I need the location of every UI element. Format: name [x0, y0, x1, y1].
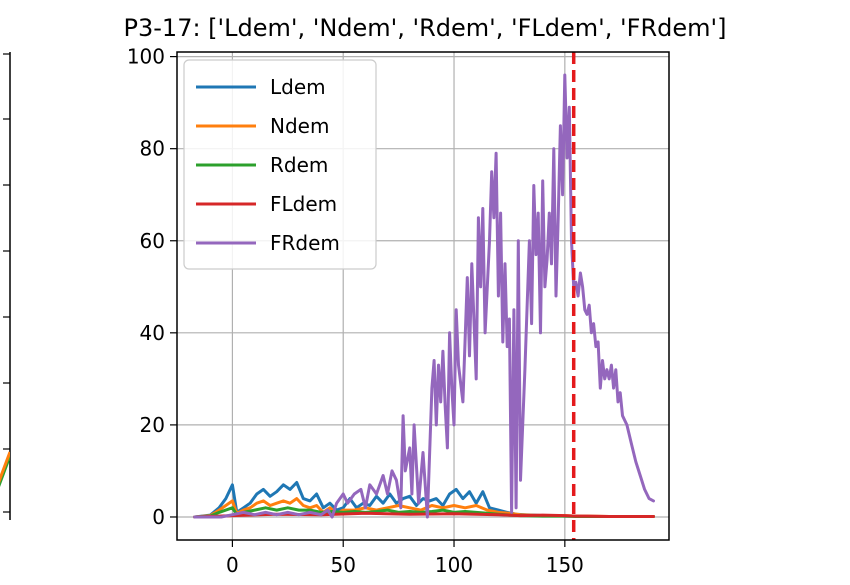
- x-tick-label: 50: [330, 553, 355, 577]
- plot-frame: [176, 51, 670, 541]
- y-tick-label: 20: [140, 413, 165, 437]
- axis-ticks: 0 50 100 150 0 20 40 60 80 100: [127, 45, 584, 577]
- chart-title: P3-17: ['Ldem', 'Ndem', 'Rdem', 'FLdem',…: [124, 14, 727, 42]
- main-chart-panel: 0 50 100 150 0 20 40 60 80 100 Ldem Ndem Rdem FLdem F…: [124, 14, 727, 577]
- legend-label: FLdem: [270, 192, 337, 216]
- left-panel-series: [0, 451, 10, 487]
- x-tick-label: 0: [226, 553, 239, 577]
- legend-label: Rdem: [270, 153, 328, 177]
- legend-label: Ndem: [270, 114, 329, 138]
- y-tick-label: 40: [140, 321, 165, 345]
- left-series-line: [0, 451, 10, 483]
- legend: Ldem Ndem Rdem FLdem FRdem: [183, 59, 377, 270]
- y-tick-label: 100: [127, 45, 165, 69]
- x-tick-label: 100: [435, 553, 473, 577]
- series-line-frdem: [193, 73, 655, 519]
- legend-label: FRdem: [270, 231, 340, 255]
- legend-label: Ldem: [270, 75, 326, 99]
- x-tick-label: 150: [546, 553, 584, 577]
- left-panel-ticks: [3, 53, 10, 513]
- legend-box: [183, 59, 377, 270]
- y-tick-label: 60: [140, 229, 165, 253]
- y-tick-label: 80: [140, 137, 165, 161]
- left-partial-panel: [0, 52, 11, 520]
- y-tick-label: 0: [152, 505, 165, 529]
- plot-series: [193, 73, 655, 519]
